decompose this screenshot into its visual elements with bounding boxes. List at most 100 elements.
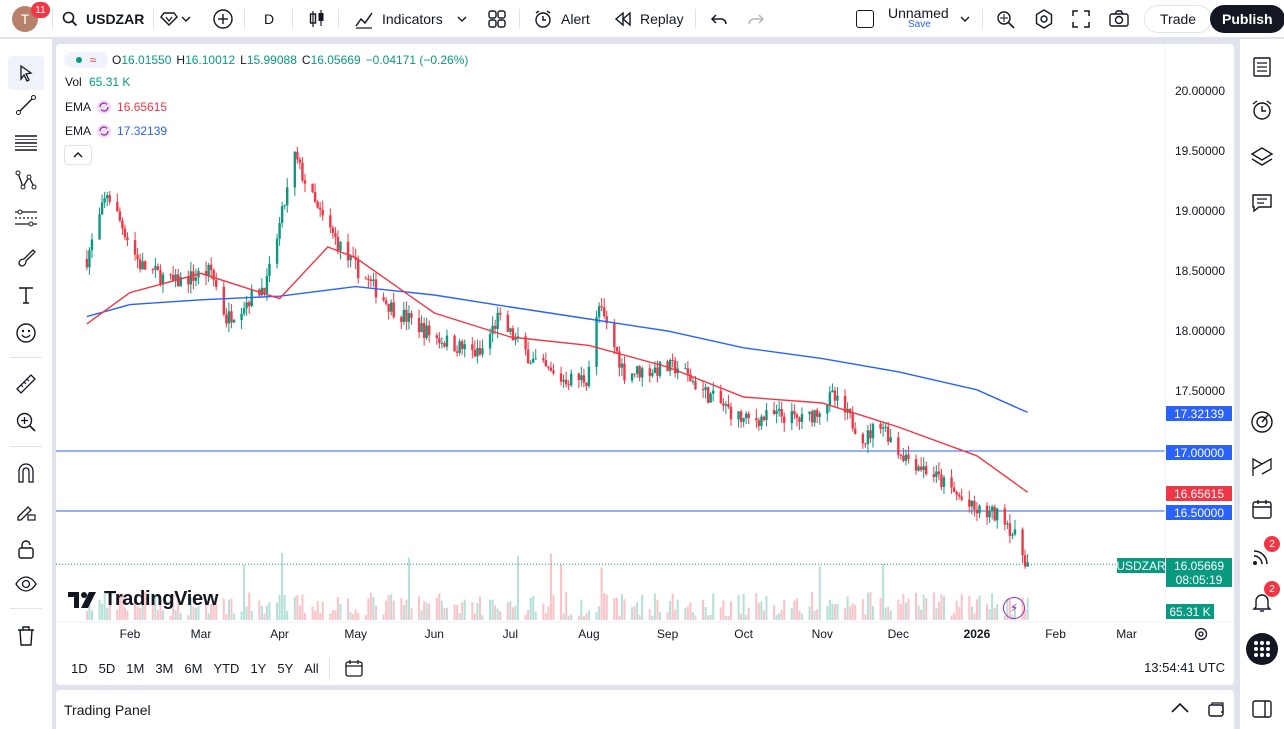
lightning-icon[interactable]: ⚡ <box>1003 597 1025 619</box>
trade-button[interactable]: Trade <box>1144 5 1213 33</box>
layers-button[interactable] <box>1250 145 1274 169</box>
compare-symbol-button[interactable] <box>212 0 234 38</box>
cursor-tool[interactable] <box>8 56 44 90</box>
magnet-tool[interactable] <box>14 461 38 485</box>
hide-drawings-tool[interactable] <box>14 572 38 596</box>
volume-bar <box>179 613 182 620</box>
publish-button[interactable]: Publish <box>1210 5 1284 33</box>
symbol-search-button[interactable]: USDZAR <box>56 0 206 38</box>
volume-bar <box>549 553 552 620</box>
settings-button[interactable] <box>1033 0 1055 38</box>
forecast-tool[interactable] <box>14 206 38 230</box>
expand-panel-button[interactable] <box>1170 700 1190 721</box>
range-button-5y[interactable]: 5Y <box>277 660 294 676</box>
chat-button[interactable] <box>1250 191 1274 215</box>
text-tool[interactable] <box>14 283 38 307</box>
zoom-tool[interactable] <box>14 410 38 434</box>
notifications-button[interactable]: 2 <box>1250 581 1280 614</box>
volume-bar <box>319 612 322 620</box>
ideas-button[interactable] <box>1250 455 1274 479</box>
trading-panel[interactable]: Trading Panel <box>56 690 1234 729</box>
fullscreen-button[interactable] <box>1071 0 1091 38</box>
panel-toggle-button[interactable] <box>1250 697 1274 721</box>
user-avatar-button[interactable]: T 11 <box>12 0 50 38</box>
trend-line-tool[interactable] <box>14 93 38 117</box>
symbol-types-dropdown[interactable] <box>160 0 191 38</box>
volume-bar <box>828 599 831 620</box>
measure-tool[interactable] <box>14 372 38 396</box>
interval-button[interactable]: D <box>264 0 274 38</box>
layout-name: Unnamed <box>888 5 949 21</box>
volume-bar <box>846 596 849 620</box>
volume-bar <box>491 599 494 620</box>
range-button-all[interactable]: All <box>304 660 319 676</box>
candle-body <box>917 466 920 471</box>
range-button-1m[interactable]: 1M <box>126 660 145 676</box>
maximize-panel-button[interactable] <box>1206 700 1226 725</box>
candle-body <box>925 466 928 474</box>
volume-bar <box>813 610 816 620</box>
layout-menu-dropdown[interactable] <box>960 0 970 38</box>
candle-body <box>600 306 603 308</box>
volume-bar <box>773 605 776 620</box>
range-button-ytd[interactable]: YTD <box>213 660 240 676</box>
collapse-legend-button[interactable] <box>64 145 92 165</box>
ema-settings-icon[interactable] <box>96 123 112 139</box>
candle-body <box>684 368 687 370</box>
redo-button[interactable] <box>747 0 765 38</box>
ema-fast-legend[interactable]: EMA 16.65615 <box>65 99 167 115</box>
quick-search-button[interactable] <box>995 0 1017 38</box>
alert-button[interactable]: Alert <box>533 0 590 38</box>
maximize-icon <box>1208 702 1224 717</box>
volume-bar <box>808 606 811 620</box>
ema-slow-legend[interactable]: EMA 17.32139 <box>65 123 167 139</box>
utc-clock[interactable]: 13:54:41 UTC <box>1144 660 1225 675</box>
goto-date-button[interactable] <box>344 658 364 683</box>
layout-select-checkbox[interactable] <box>856 0 874 38</box>
range-button-3m[interactable]: 3M <box>155 660 174 676</box>
fib-tool[interactable] <box>14 131 38 155</box>
candle-body <box>159 270 162 285</box>
range-button-1d[interactable]: 1D <box>71 660 88 676</box>
range-button-6m[interactable]: 6M <box>184 660 203 676</box>
indicators-button[interactable]: Indicators <box>354 0 467 38</box>
legend-status-pill[interactable]: ≈ <box>64 52 108 68</box>
candle-body <box>828 392 832 406</box>
watchlist-button[interactable] <box>1250 55 1274 79</box>
lock-drawings-tool[interactable] <box>14 537 38 561</box>
volume-bar <box>248 592 251 620</box>
tradingview-watermark[interactable]: TradingView <box>67 588 218 611</box>
ema-settings-icon[interactable] <box>96 99 112 115</box>
emoji-tool[interactable] <box>14 321 38 345</box>
chart-settings-button[interactable] <box>1193 626 1209 642</box>
remove-drawings-tool[interactable] <box>14 624 38 648</box>
volume-bar <box>547 606 550 620</box>
volume-legend[interactable]: Vol 65.31 K <box>65 75 130 89</box>
layouts-button[interactable] <box>487 0 507 38</box>
lock-icon <box>18 540 34 559</box>
range-button-5d[interactable]: 5D <box>98 660 116 676</box>
news-button[interactable]: 2 <box>1250 536 1280 568</box>
publish-label: Publish <box>1222 11 1273 27</box>
stay-in-drawing-tool[interactable] <box>14 499 38 523</box>
signals-button[interactable] <box>1250 410 1274 434</box>
snapshot-button[interactable] <box>1108 0 1130 38</box>
layout-name-button[interactable]: Unnamed Save <box>888 0 949 38</box>
alerts-button[interactable] <box>1250 98 1274 122</box>
replay-button[interactable]: Replay <box>614 0 684 38</box>
chart-pane[interactable]: 20.00000 19.50000 19.00000 18.50000 18.00000… <box>56 44 1234 685</box>
volume-bar <box>831 603 834 620</box>
candle-body <box>392 302 395 317</box>
volume-bar <box>719 607 722 620</box>
undo-button[interactable] <box>710 0 728 38</box>
range-button-1y[interactable]: 1Y <box>250 660 267 676</box>
apps-menu-button[interactable] <box>1246 633 1278 665</box>
pattern-tool[interactable] <box>14 168 38 192</box>
calendar-button[interactable] <box>1250 497 1274 521</box>
brush-tool[interactable] <box>14 245 38 269</box>
volume-bar <box>780 609 783 620</box>
chart-type-button[interactable] <box>308 0 326 38</box>
candle-body <box>719 390 723 404</box>
candle-body <box>514 337 517 341</box>
price-chart[interactable]: 20.00000 19.50000 19.00000 18.50000 18.00000… <box>56 44 1234 685</box>
